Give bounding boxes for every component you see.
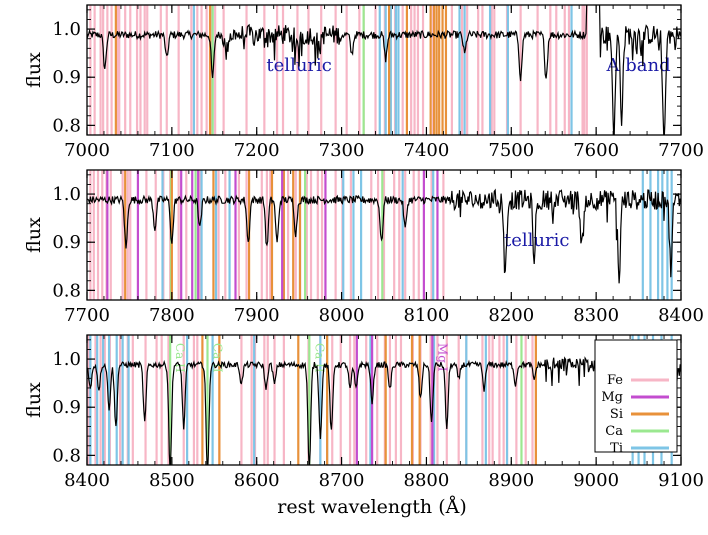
species-label-ca-ii-2: Ca II: [210, 343, 224, 373]
legend-label-si: Si: [610, 407, 623, 422]
tick-layer: 7000 7100 7200 7300 7400 7500 7600 7700 0.8 0.9 1.…: [52, 5, 704, 161]
x-tick-label: 7200: [234, 140, 280, 161]
x-tick-label: 7900: [234, 305, 280, 326]
plot-frame: [86, 169, 682, 301]
x-tick-label: 8600: [234, 470, 280, 491]
x-tick-label: 8400: [658, 305, 704, 326]
x-tick-label: 9000: [573, 470, 619, 491]
species-line-layer: [89, 170, 673, 300]
annotation-layer: telluric A band: [266, 55, 670, 76]
x-tick-label: 7300: [319, 140, 365, 161]
y-tick-label: 0.9: [52, 232, 81, 253]
y-axis-label: flux: [23, 52, 45, 88]
y-tick-label: 1.0: [52, 349, 81, 370]
x-tick-label: 7500: [488, 140, 534, 161]
y-tick-label: 0.8: [52, 115, 81, 136]
x-tick-label: 7400: [404, 140, 450, 161]
species-line-layer: [89, 5, 588, 135]
x-tick-label: 8800: [404, 470, 450, 491]
y-axis-label: flux: [23, 382, 45, 418]
x-tick-label: 8100: [404, 305, 450, 326]
y-tick-label: 1.0: [52, 19, 81, 40]
legend-label-mg: Mg: [601, 390, 623, 405]
tick-layer: 8400 8500 8600 8700 8800 8900 9000 9100 0.8 0.9 1.…: [52, 335, 704, 491]
x-tick-label: 8500: [149, 470, 195, 491]
x-tick-label: 7000: [64, 140, 110, 161]
x-tick-label: 7600: [573, 140, 619, 161]
legend: Fe Mg Si Ca Ti: [594, 339, 678, 456]
spectrum-line: [87, 356, 681, 465]
spectrum-line: [87, 5, 681, 135]
annotation-a-band: A band: [606, 55, 671, 76]
panel-1: telluric A band 7000 7100 7200 7300 7400 7500…: [23, 4, 704, 161]
y-tick-label: 0.9: [52, 67, 81, 88]
spectrum-line: [87, 188, 681, 284]
legend-label-ca: Ca: [605, 424, 623, 439]
panel-3: Ca II Ca II Ca II Mg I 8400 8500 8600 8700 8…: [23, 334, 704, 491]
plot-frame: [86, 4, 682, 136]
x-tick-label: 8200: [488, 305, 534, 326]
x-tick-label: 7100: [149, 140, 195, 161]
species-label-mg-i: Mg I: [435, 343, 449, 372]
x-tick-label: 7700: [658, 140, 704, 161]
x-axis-label: rest wavelength (Å): [277, 496, 467, 518]
legend-label-ti: Ti: [610, 441, 623, 456]
x-tick-label: 8400: [64, 470, 110, 491]
y-tick-label: 0.9: [52, 397, 81, 418]
plot-frame: [86, 334, 682, 466]
x-tick-label: 8700: [319, 470, 365, 491]
panel-2: telluric 7700 7800 7900 8000 8100 8200 8300 840…: [23, 169, 704, 326]
x-tick-label: 8900: [488, 470, 534, 491]
y-tick-label: 1.0: [52, 184, 81, 205]
tick-layer: 7700 7800 7900 8000 8100 8200 8300 8400 0.8 0.9 1.…: [52, 170, 704, 326]
species-label-ca-ii-3: Ca II: [312, 343, 326, 373]
x-tick-label: 7700: [64, 305, 110, 326]
annotation-layer: telluric: [504, 230, 569, 251]
y-tick-label: 0.8: [52, 445, 81, 466]
annotation-layer: Ca II Ca II Ca II Mg I: [173, 343, 449, 373]
species-label-ca-ii-1: Ca II: [173, 343, 187, 373]
legend-label-fe: Fe: [607, 373, 623, 388]
x-tick-label: 8000: [319, 305, 365, 326]
x-tick-label: 7800: [149, 305, 195, 326]
x-tick-label: 9100: [658, 470, 704, 491]
annotation-telluric-2: telluric: [504, 230, 569, 251]
y-axis-label: flux: [23, 217, 45, 253]
x-tick-label: 8300: [573, 305, 619, 326]
y-tick-label: 0.8: [52, 280, 81, 301]
